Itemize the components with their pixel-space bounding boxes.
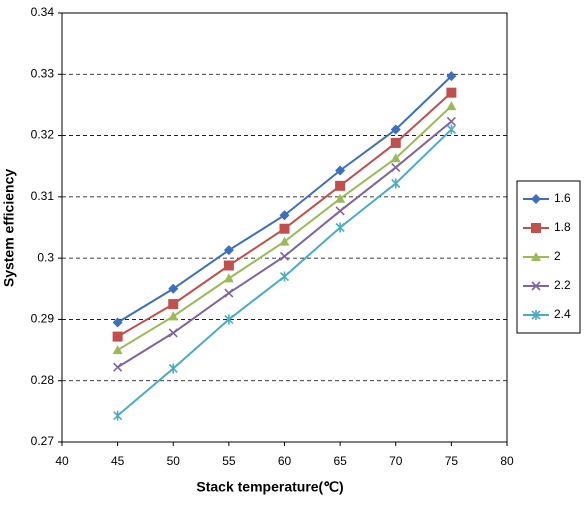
marker	[531, 223, 541, 233]
marker	[335, 180, 346, 191]
y-tick-label: 0.3	[37, 250, 54, 264]
y-tick-label: 0.31	[31, 189, 55, 203]
marker	[224, 314, 234, 325]
y-tick-label: 0.28	[31, 373, 55, 387]
marker	[531, 194, 541, 204]
y-tick-label: 0.32	[31, 128, 55, 142]
marker	[335, 206, 345, 216]
y-tick-label: 0.33	[31, 66, 55, 80]
x-tick-label: 60	[278, 454, 292, 468]
marker	[113, 410, 123, 421]
x-tick-label: 50	[167, 454, 181, 468]
y-axis-title: System efficiency	[1, 169, 17, 287]
marker	[168, 299, 179, 310]
legend-label: 2.4	[554, 307, 571, 321]
marker	[446, 87, 457, 98]
marker	[391, 178, 401, 189]
marker	[390, 137, 401, 148]
x-axis-title: Stack temperature(℃)	[196, 479, 343, 495]
marker	[531, 252, 541, 261]
marker	[335, 222, 345, 233]
marker	[446, 101, 457, 111]
x-tick-label: 55	[222, 454, 236, 468]
series-line	[117, 75, 453, 324]
marker	[113, 362, 123, 372]
marker	[531, 310, 541, 320]
marker	[112, 331, 123, 342]
marker	[279, 271, 290, 282]
legend-label: 1.8	[554, 220, 571, 234]
x-tick-label: 70	[389, 454, 403, 468]
y-tick-label: 0.34	[31, 5, 55, 19]
marker	[335, 193, 346, 203]
legend-label: 2.2	[554, 278, 571, 292]
plot-border	[61, 12, 508, 443]
marker	[390, 153, 401, 163]
marker	[279, 236, 290, 246]
marker	[168, 283, 179, 294]
marker	[446, 116, 456, 127]
legend-label: 2	[554, 249, 561, 263]
marker	[223, 273, 234, 283]
marker	[390, 124, 401, 135]
x-tick-label: 45	[111, 454, 125, 468]
marker	[112, 317, 123, 328]
x-tick-label: 40	[55, 454, 69, 468]
marker	[279, 223, 290, 234]
marker	[279, 210, 290, 221]
marker	[112, 345, 123, 355]
y-tick-label: 0.29	[31, 312, 55, 326]
marker	[168, 311, 179, 321]
x-tick-label: 80	[500, 454, 514, 468]
legend-label: 1.6	[554, 191, 571, 205]
marker	[223, 260, 234, 271]
y-tick-label: 0.27	[31, 434, 55, 448]
x-tick-label: 65	[333, 454, 347, 468]
marker	[446, 71, 457, 82]
marker	[223, 245, 234, 256]
marker	[446, 124, 456, 135]
marker	[279, 251, 290, 261]
marker	[168, 363, 178, 374]
marker	[335, 165, 346, 176]
marker	[168, 328, 178, 338]
x-tick-label: 75	[445, 454, 459, 468]
marker	[531, 281, 541, 291]
marker	[391, 162, 401, 173]
marker	[224, 288, 234, 298]
